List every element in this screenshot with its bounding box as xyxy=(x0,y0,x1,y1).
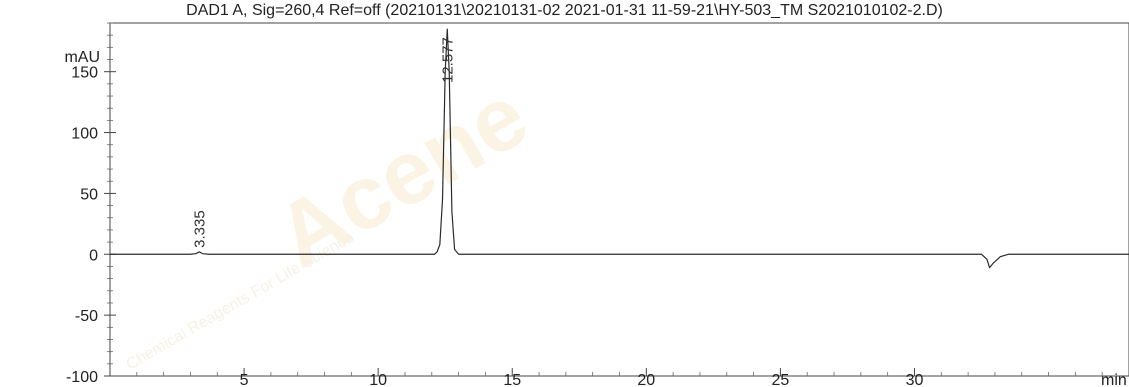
y-tick-label: 150 xyxy=(71,65,98,82)
series-layer xyxy=(110,28,1129,269)
x-tick-label: 25 xyxy=(771,372,789,387)
y-tick-label: -50 xyxy=(75,308,98,325)
x-axis-label: min xyxy=(1101,372,1127,387)
y-tick-label: 0 xyxy=(89,247,98,264)
y-tick-label: -100 xyxy=(66,369,98,386)
y-axis-ticks: -100 -50 0 50 100 150 xyxy=(66,22,116,386)
x-tick-label: 30 xyxy=(906,372,924,387)
y-tick-label: 100 xyxy=(71,126,98,143)
peak-label: 3.335 xyxy=(191,210,208,248)
x-tick-label: 15 xyxy=(503,372,521,387)
peak-labels: 3.335 12.577 xyxy=(191,37,456,248)
watermark-tagline: Chemical Reagents For Life Science xyxy=(124,229,357,374)
x-tick-label: 10 xyxy=(369,372,387,387)
x-tick-label: 5 xyxy=(240,372,249,387)
chart-title: DAD1 A, Sig=260,4 Ref=off (20210131\2021… xyxy=(186,2,943,19)
peak-label: 12.577 xyxy=(439,37,456,83)
x-tick-label: 20 xyxy=(637,372,655,387)
y-tick-label: 50 xyxy=(80,186,98,203)
x-axis-ticks: 5 10 15 20 25 30 xyxy=(136,368,1103,387)
series-line-0 xyxy=(110,28,1129,269)
y-axis-label: mAU xyxy=(64,49,100,66)
watermark: Acene Chemical Reagents For Life Science xyxy=(124,66,544,374)
